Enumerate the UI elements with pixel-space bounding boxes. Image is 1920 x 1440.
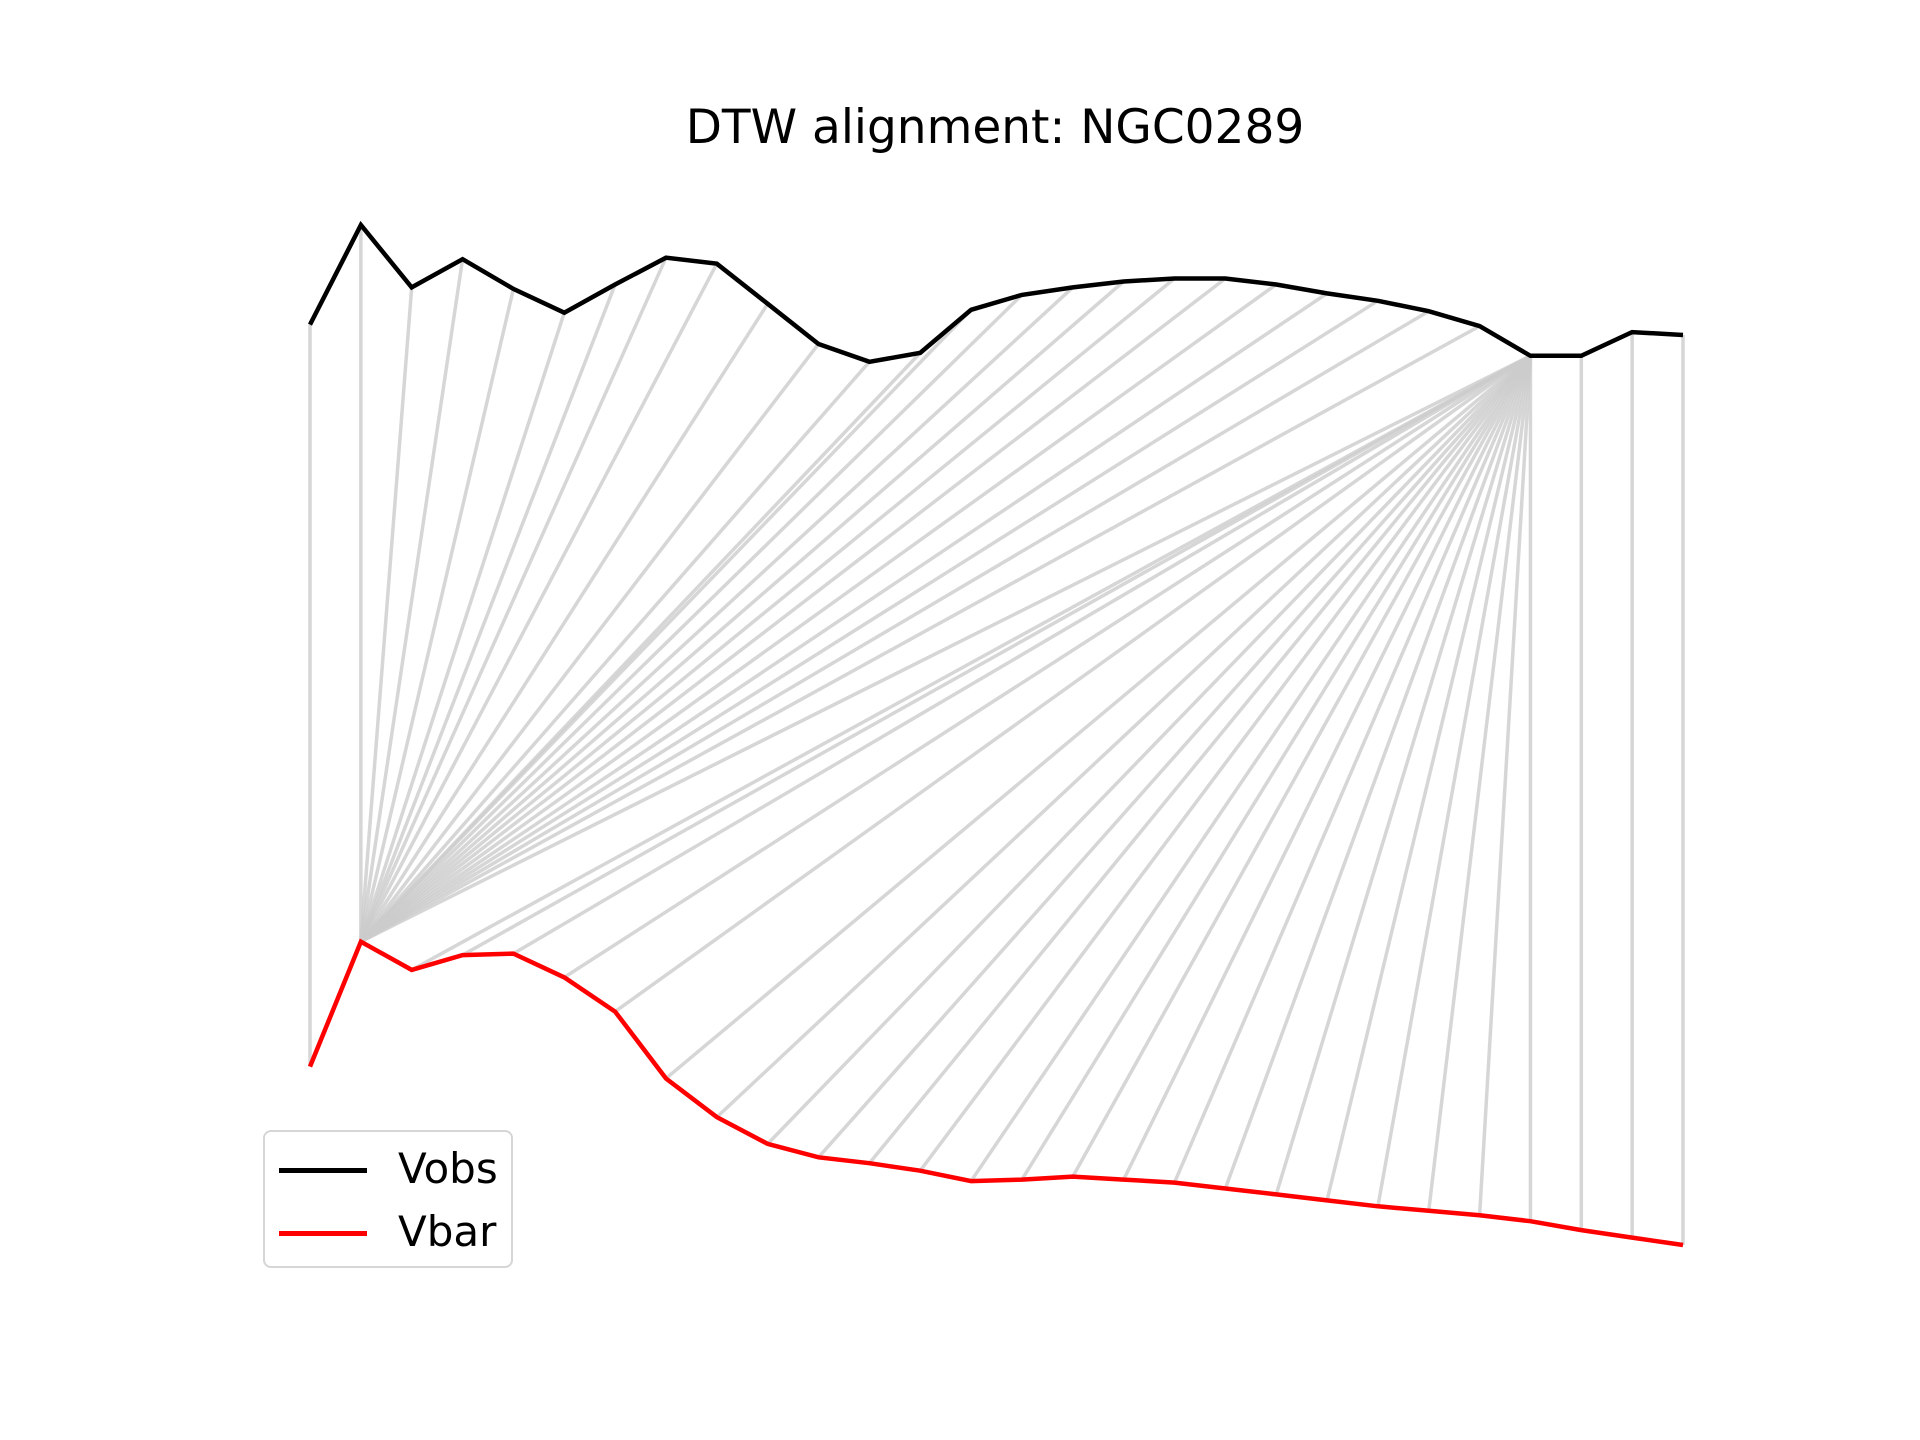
alignment-line-28 — [563, 354, 1532, 979]
alignment-line-6 — [359, 283, 617, 943]
legend: Vobs Vbar — [263, 1130, 513, 1268]
alignment-line-17 — [359, 277, 1176, 944]
alignment-line-25 — [410, 354, 1532, 972]
alignment-line-13 — [359, 308, 973, 943]
legend-swatch-vobs — [279, 1168, 367, 1173]
alignment-line-23 — [360, 324, 1481, 944]
alignment-line-42 — [1274, 355, 1533, 1195]
alignment-line-5 — [359, 312, 566, 943]
alignment-line-34 — [868, 354, 1532, 1165]
legend-item-vbar: Vbar — [265, 1203, 511, 1263]
alignment-line-40 — [1172, 355, 1533, 1184]
alignment-line-16 — [359, 280, 1125, 943]
alignment-line-32 — [766, 354, 1532, 1146]
alignment-line-2 — [359, 287, 414, 942]
alignment-line-46 — [1477, 355, 1533, 1216]
alignment-line-24 — [360, 354, 1532, 944]
alignment-line-19 — [359, 283, 1278, 944]
alignment-lines — [308, 225, 1685, 1245]
alignment-line-14 — [359, 293, 1024, 943]
alignment-line-18 — [359, 277, 1227, 944]
chart-title: DTW alignment: NGC0289 — [685, 100, 1305, 155]
alignment-line-27 — [512, 354, 1532, 956]
alignment-line-45 — [1427, 355, 1533, 1212]
alignment-line-26 — [461, 354, 1532, 957]
alignment-line-3 — [359, 258, 465, 942]
alignment-line-22 — [359, 309, 1430, 944]
alignment-line-38 — [1071, 354, 1532, 1178]
legend-item-vobs: Vobs — [265, 1140, 511, 1200]
alignment-line-10 — [359, 342, 820, 943]
alignment-line-20 — [359, 291, 1329, 944]
series-line-vbar — [307, 938, 1684, 1248]
alignment-line-33 — [817, 354, 1532, 1159]
alignment-line-15 — [359, 286, 1074, 943]
alignment-line-4 — [359, 288, 516, 943]
alignment-line-37 — [1020, 354, 1532, 1181]
series-lines — [307, 220, 1684, 1248]
alignment-line-11 — [359, 360, 871, 943]
alignment-line-21 — [359, 299, 1379, 944]
alignment-line-41 — [1223, 355, 1533, 1190]
legend-label-vobs: Vobs — [398, 1144, 498, 1193]
alignment-line-7 — [359, 256, 668, 943]
alignment-line-31 — [715, 354, 1532, 1119]
alignment-line-8 — [359, 262, 719, 943]
alignment-line-43 — [1325, 355, 1533, 1201]
alignment-line-44 — [1376, 355, 1533, 1207]
alignment-line-30 — [664, 354, 1532, 1080]
alignment-line-39 — [1122, 355, 1533, 1181]
alignment-line-9 — [359, 302, 770, 943]
series-line-vobs — [307, 220, 1684, 365]
alignment-line-29 — [614, 354, 1532, 1013]
legend-label-vbar: Vbar — [398, 1207, 497, 1256]
alignment-line-36 — [969, 354, 1532, 1183]
legend-swatch-vbar — [279, 1231, 367, 1236]
alignment-line-35 — [918, 354, 1532, 1172]
